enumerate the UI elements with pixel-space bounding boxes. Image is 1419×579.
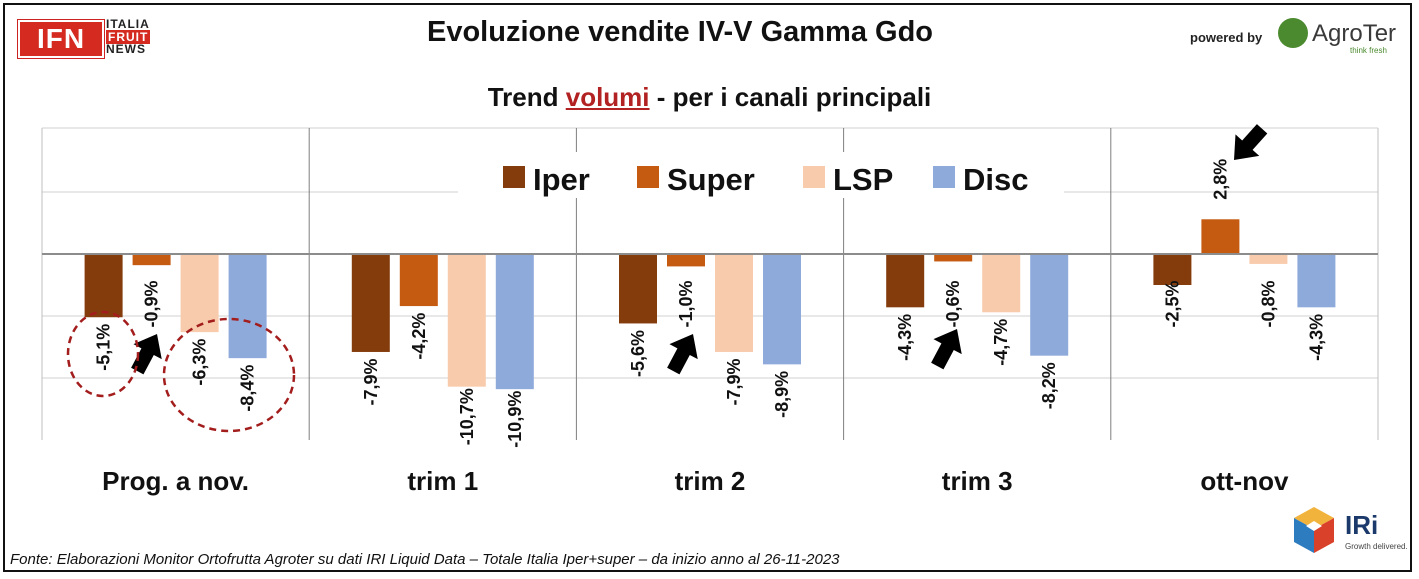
ifn-line-1: ITALIA [106,17,150,31]
legend-label-lsp: LSP [833,162,893,197]
agroter-logo-tagline: think fresh [1350,46,1387,55]
bar-disc [228,254,267,359]
bar-value-label: -8,2% [1039,362,1059,409]
ifn-logo: IFN [18,20,104,58]
bar-value-label: -5,6% [628,330,648,377]
bar-value-label: -4,3% [895,314,915,361]
category-label: ott-nov [1200,466,1289,496]
bar-iper [351,254,390,352]
bar-value-label: -7,9% [361,358,381,405]
bar-value-label: -8,9% [772,371,792,418]
bar-value-label: -5,1% [94,324,114,371]
bar-lsp [447,254,486,387]
chart-subtitle: Trend volumi - per i canali principali [0,82,1419,113]
bar-value-label: -0,9% [142,280,162,327]
ifn-line-3: NEWS [106,42,146,56]
bar-super [1201,219,1240,254]
legend-swatch-lsp [803,166,825,188]
bar-value-label: -0,6% [943,280,963,327]
ifn-line-2: FRUIT [106,29,151,44]
category-label: trim 1 [407,466,478,496]
legend-background [458,152,1064,198]
powered-by-label: powered by [1190,30,1263,45]
bar-value-label: -4,3% [1306,314,1326,361]
legend-swatch-disc [933,166,955,188]
bar-value-label: -10,7% [457,388,477,445]
bar-disc [763,254,801,365]
bar-lsp [180,254,219,333]
bar-super [399,254,438,307]
bar-value-label: -4,7% [991,319,1011,366]
bar-disc [1030,254,1069,356]
bar-value-label: -7,9% [724,358,744,405]
chart-title: Evoluzione vendite IV-V Gamma Gdo [427,16,933,48]
annotation-circle [162,317,296,433]
subtitle-pre: Trend [487,82,566,112]
category-label: Prog. a nov. [102,466,249,496]
bar-lsp [715,254,753,352]
chart-frame [3,3,1412,572]
ifn-logo-text: ITALIA FRUIT NEWS [106,17,151,56]
bar-disc [495,254,534,390]
bar-iper [886,254,925,308]
bar-lsp [1249,254,1288,264]
bar-value-label: -2,5% [1162,280,1182,327]
source-footnote: Fonte: Elaborazioni Monitor Ortofrutta A… [10,551,840,568]
bar-disc [1297,254,1336,308]
highlight-arrow-icon [131,334,162,375]
category-label: trim 2 [675,466,746,496]
bar-iper [619,254,657,324]
bar-value-label: -6,3% [190,339,210,386]
bar-value-label: -4,2% [409,313,429,360]
annotation-circle [66,310,140,398]
iri-cube-icon [1294,507,1334,553]
agroter-logo-name: AgroTer [1312,20,1397,47]
bar-super [934,254,973,262]
highlight-arrow-icon [931,329,962,370]
iri-logo-tagline: Growth delivered. [1345,542,1408,551]
legend-swatch-iper [503,166,525,188]
agroter-tree-icon [1278,18,1308,48]
bar-iper [84,254,123,318]
subtitle-accent: volumi [565,82,650,112]
legend-label-super: Super [667,162,755,197]
subtitle-post: - per i canali principali [649,82,932,112]
bar-value-label: 2,8% [1210,159,1230,200]
bar-value-label: -0,8% [1258,280,1278,327]
legend-swatch-super [637,166,659,188]
legend-label-disc: Disc [963,162,1028,197]
bar-super [132,254,171,266]
highlight-arrow-icon [1234,124,1268,160]
category-label: trim 3 [942,466,1013,496]
legend-label-iper: Iper [533,162,590,197]
bar-value-label: -10,9% [505,391,525,448]
highlight-arrow-icon [667,334,698,375]
iri-logo-name: IRi [1345,510,1379,540]
bar-value-label: -1,0% [676,280,696,327]
bar-super [667,254,705,267]
bar-lsp [982,254,1021,313]
bar-value-label: -8,4% [238,365,258,412]
bar-iper [1153,254,1192,285]
